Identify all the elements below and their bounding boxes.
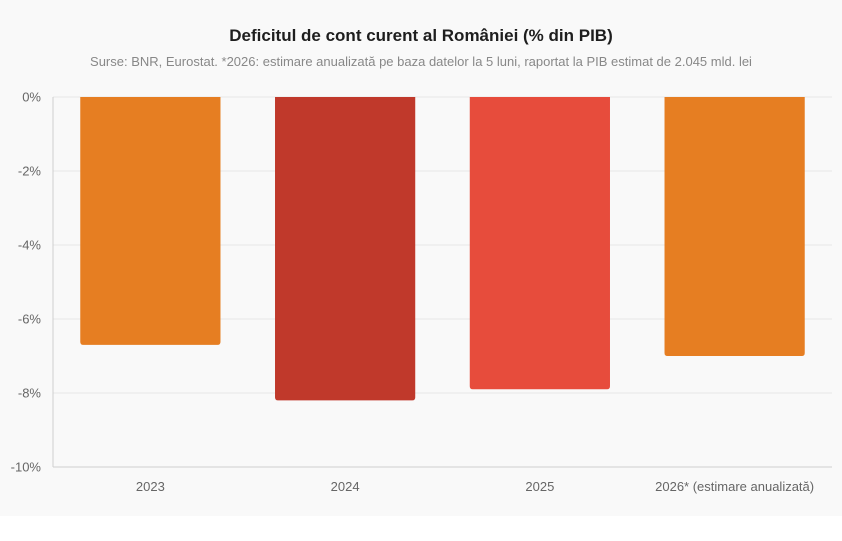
bar-1	[80, 97, 221, 345]
chart-subtitle: Surse: BNR, Eurostat. *2026: estimare an…	[90, 54, 752, 69]
chart-title: Deficitul de cont curent al României (% …	[229, 26, 613, 45]
x-tick-labels: 2023 2024 2025 2026* (estimare anualizată)	[136, 479, 814, 494]
bar-3	[469, 97, 610, 390]
bar-2	[275, 97, 416, 401]
bars	[80, 97, 805, 401]
x-tick-label: 2025	[525, 479, 554, 494]
bar-4	[664, 97, 805, 356]
y-tick-label: 0%	[22, 90, 41, 105]
y-tick-label: -4%	[18, 238, 42, 253]
axes	[52, 97, 832, 468]
y-tick-label: -2%	[18, 164, 42, 179]
y-tick-labels: 0% -2% -4% -6% -8% -10%	[11, 90, 42, 475]
x-tick-label: 2026* (estimare anualizată)	[655, 479, 814, 494]
x-tick-label: 2023	[136, 479, 165, 494]
chart-card: Deficitul de cont curent al României (% …	[10, 26, 832, 494]
y-tick-label: -6%	[18, 312, 42, 327]
y-tick-label: -8%	[18, 386, 42, 401]
y-tick-label: -10%	[11, 460, 42, 475]
bar-chart: 0% -2% -4% -6% -8% -10% 2023 2024 2025 2026* (es…	[11, 90, 832, 494]
x-tick-label: 2024	[331, 479, 360, 494]
